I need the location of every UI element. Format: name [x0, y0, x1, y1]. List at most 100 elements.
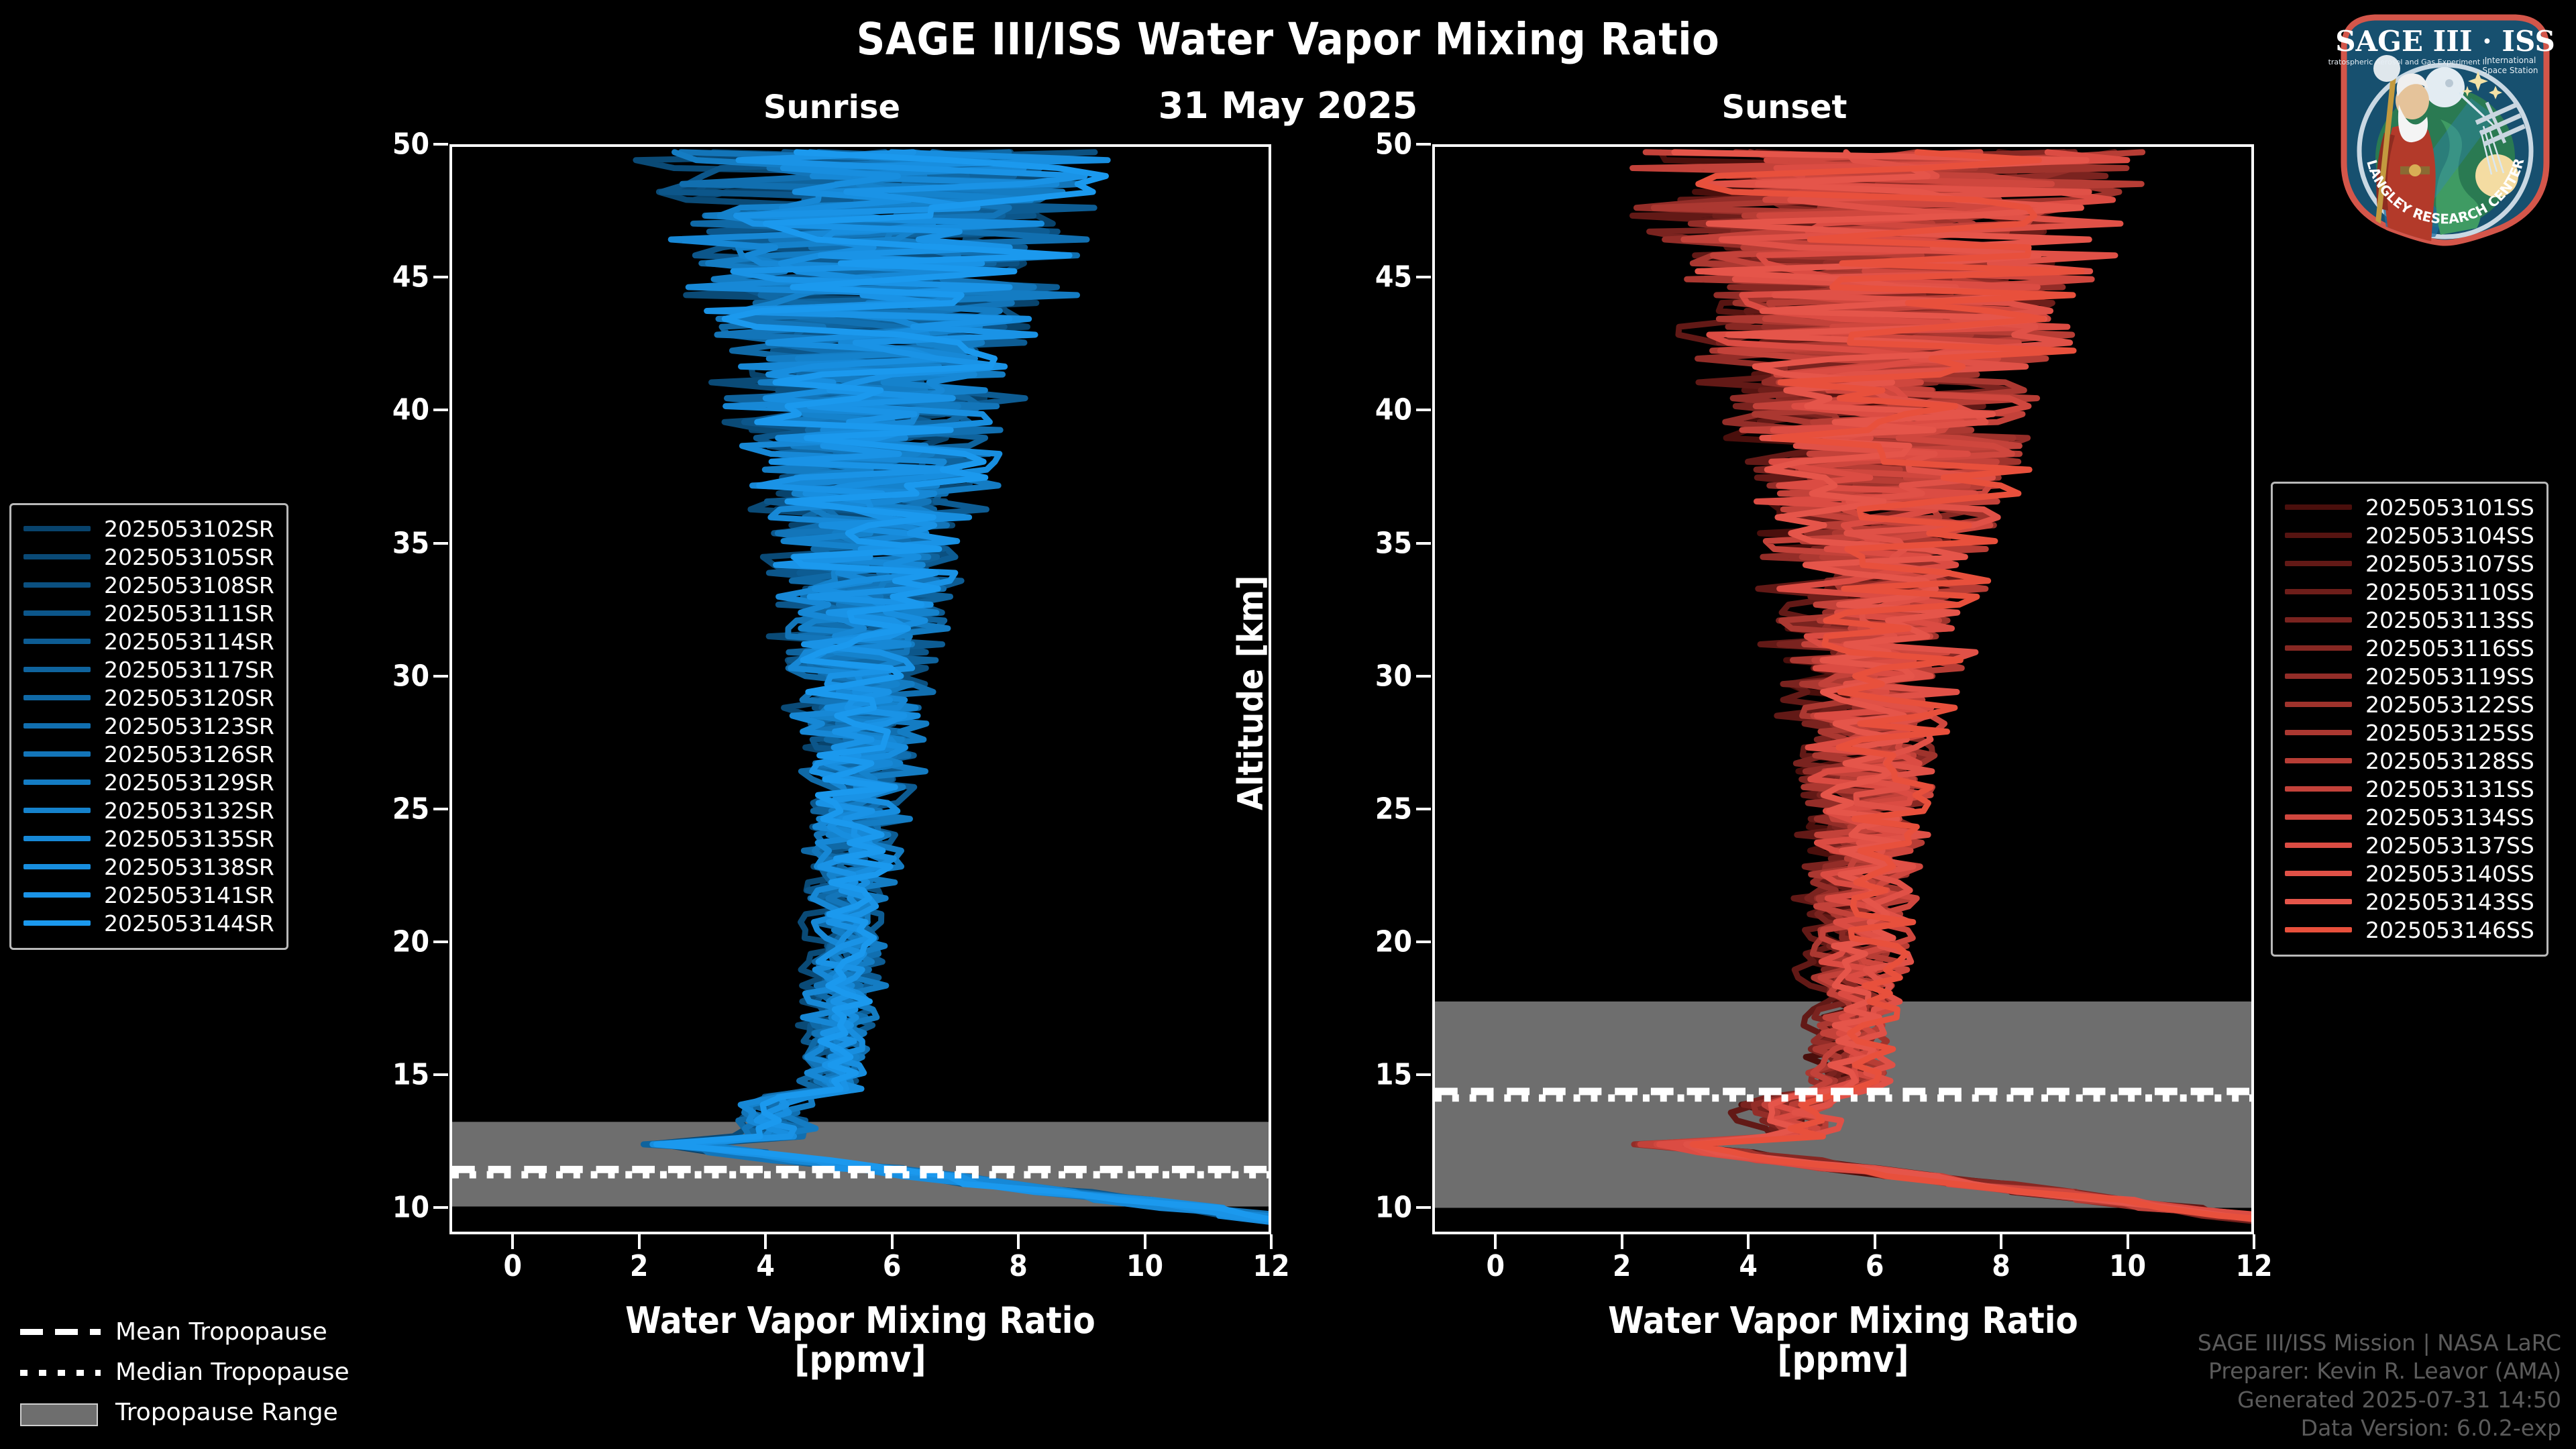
- legend-color-swatch: [2285, 786, 2352, 792]
- x-axis-tick-mark: [1620, 1234, 1623, 1249]
- legend-item-profile[interactable]: 2025053116SS: [2285, 634, 2534, 662]
- y-axis-tick-label: 50: [1375, 127, 1412, 162]
- legend-event-id: 2025053116SS: [2365, 635, 2534, 661]
- legend-event-id: 2025053122SS: [2365, 691, 2534, 718]
- legend-item-profile[interactable]: 2025053110SS: [2285, 578, 2534, 606]
- y-axis-tick-mark: [1416, 409, 1431, 412]
- legend-item-profile[interactable]: 2025053140SS: [2285, 859, 2534, 888]
- legend-item-profile[interactable]: 2025053123SR: [23, 712, 274, 740]
- legend-color-swatch: [23, 864, 91, 869]
- legend-item-profile[interactable]: 2025053107SS: [2285, 549, 2534, 578]
- profile-line: [670, 149, 1269, 1223]
- y-axis-tick-label: 35: [392, 526, 429, 560]
- y-axis-tick-mark: [1416, 941, 1431, 944]
- y-axis-tick-label: 30: [392, 659, 429, 694]
- x-axis-title: Water Vapor Mixing Ratio: [625, 1299, 1095, 1342]
- x-axis-tick-mark: [637, 1234, 641, 1249]
- legend-item-profile[interactable]: 2025053135SR: [23, 824, 274, 853]
- legend-item-profile[interactable]: 2025053125SS: [2285, 718, 2534, 747]
- footer-line-version: Data Version: 6.0.2-exp: [2300, 1414, 2561, 1441]
- legend-color-swatch: [23, 836, 91, 841]
- legend-color-swatch: [23, 723, 91, 729]
- x-axis-tick-label: 8: [1009, 1249, 1028, 1283]
- legend-item-profile[interactable]: 2025053129SR: [23, 768, 274, 796]
- legend-event-id: 2025053146SS: [2365, 916, 2534, 943]
- y-axis-tick-mark: [433, 674, 448, 678]
- legend-event-id: 2025053137SS: [2365, 832, 2534, 859]
- legend-label-mean: Mean Tropopause: [115, 1318, 327, 1346]
- legend-event-id: 2025053119SS: [2365, 663, 2534, 690]
- legend-item-profile[interactable]: 2025053128SS: [2285, 747, 2534, 775]
- x-axis-tick-label: 4: [756, 1249, 775, 1283]
- legend-color-swatch: [2285, 871, 2352, 876]
- x-axis-tick-label: 2: [629, 1249, 649, 1283]
- y-axis-tick-mark: [1416, 1073, 1431, 1077]
- iss-station-icon: [2475, 101, 2526, 147]
- legend-item-profile[interactable]: 2025053102SR: [23, 515, 274, 543]
- legend-item-profile[interactable]: 2025053111SR: [23, 599, 274, 627]
- legend-item-profile[interactable]: 2025053114SR: [23, 627, 274, 655]
- badge-inner-ring: [2357, 62, 2534, 239]
- legend-item-profile[interactable]: 2025053134SS: [2285, 803, 2534, 831]
- profile-line: [1671, 149, 2251, 1222]
- x-axis-tick-mark: [1270, 1234, 1273, 1249]
- y-axis-tick-label: 35: [1375, 526, 1412, 560]
- legend-item-profile[interactable]: 2025053146SS: [2285, 916, 2534, 944]
- legend-event-id: 2025053107SS: [2365, 550, 2534, 577]
- legend-event-id: 2025053113SS: [2365, 606, 2534, 633]
- legend-item-profile[interactable]: 2025053132SR: [23, 796, 274, 824]
- legend-color-swatch: [2285, 645, 2352, 651]
- legend-color-swatch: [2285, 561, 2352, 566]
- legend-item-profile[interactable]: 2025053108SR: [23, 571, 274, 599]
- legend-item-profile[interactable]: 2025053117SR: [23, 655, 274, 684]
- legend-item-profile[interactable]: 2025053119SS: [2285, 662, 2534, 690]
- legend-item-profile[interactable]: 2025053113SS: [2285, 606, 2534, 634]
- legend-item-profile[interactable]: 2025053131SS: [2285, 775, 2534, 803]
- legend-item-tropopause-range: Tropopause Range: [20, 1392, 350, 1432]
- legend-event-id: 2025053123SR: [104, 712, 274, 739]
- legend-item-profile[interactable]: 2025053144SR: [23, 909, 274, 937]
- legend-event-id: 2025053141SR: [104, 881, 274, 908]
- legend-item-profile[interactable]: 2025053137SS: [2285, 831, 2534, 859]
- legend-event-id: 2025053104SS: [2365, 522, 2534, 549]
- x-axis-tick-mark: [1873, 1234, 1876, 1249]
- x-axis-units: [ppmv]: [1777, 1338, 1909, 1381]
- legend-color-swatch: [23, 582, 91, 588]
- legend-color-swatch: [23, 667, 91, 672]
- y-axis-tick-label: 45: [1375, 260, 1412, 294]
- x-axis-tick-mark: [1143, 1234, 1146, 1249]
- legend-item-profile[interactable]: 2025053138SR: [23, 853, 274, 881]
- legend-sunrise[interactable]: 2025053102SR 2025053105SR 2025053108SR 2025…: [9, 503, 288, 950]
- legend-item-profile[interactable]: 2025053104SS: [2285, 521, 2534, 549]
- legend-item-profile[interactable]: 2025053122SS: [2285, 690, 2534, 718]
- legend-sunset[interactable]: 2025053101SS 2025053104SS 2025053107SS 2025…: [2271, 482, 2548, 957]
- legend-label-range: Tropopause Range: [115, 1398, 338, 1426]
- y-axis-tick-label: 10: [1375, 1190, 1412, 1225]
- legend-event-id: 2025053132SR: [104, 797, 274, 824]
- legend-color-swatch: [23, 920, 91, 926]
- legend-event-id: 2025053126SR: [104, 741, 274, 767]
- legend-event-id: 2025053135SR: [104, 825, 274, 852]
- moon-crater: [2445, 79, 2453, 87]
- legend-color-swatch: [2285, 702, 2352, 707]
- profile-lines-sunset: [1435, 149, 2251, 1224]
- date-subtitle: 31 May 2025: [1158, 85, 1418, 127]
- y-axis-tick-label: 40: [1375, 392, 1412, 427]
- legend-item-profile[interactable]: 2025053120SR: [23, 684, 274, 712]
- y-axis-tick-mark: [433, 541, 448, 545]
- legend-item-profile[interactable]: 2025053141SR: [23, 881, 274, 909]
- legend-event-id: 2025053111SR: [104, 600, 274, 627]
- legend-event-id: 2025053125SS: [2365, 719, 2534, 746]
- y-axis-tick-mark: [1416, 276, 1431, 279]
- legend-item-profile[interactable]: 2025053143SS: [2285, 888, 2534, 916]
- y-axis-tick-label: 45: [392, 260, 429, 294]
- legend-item-profile[interactable]: 2025053126SR: [23, 740, 274, 768]
- legend-item-profile[interactable]: 2025053101SS: [2285, 493, 2534, 521]
- y-axis-tick-label: 10: [392, 1190, 429, 1225]
- legend-item-profile[interactable]: 2025053105SR: [23, 543, 274, 571]
- legend-color-swatch: [2285, 504, 2352, 510]
- x-axis-tick-mark: [511, 1234, 515, 1249]
- footer-credits: SAGE III/ISS Mission | NASA LaRC Prepare…: [2198, 1329, 2561, 1442]
- x-axis-tick-label: 10: [1126, 1249, 1164, 1283]
- legend-color-swatch: [23, 639, 91, 644]
